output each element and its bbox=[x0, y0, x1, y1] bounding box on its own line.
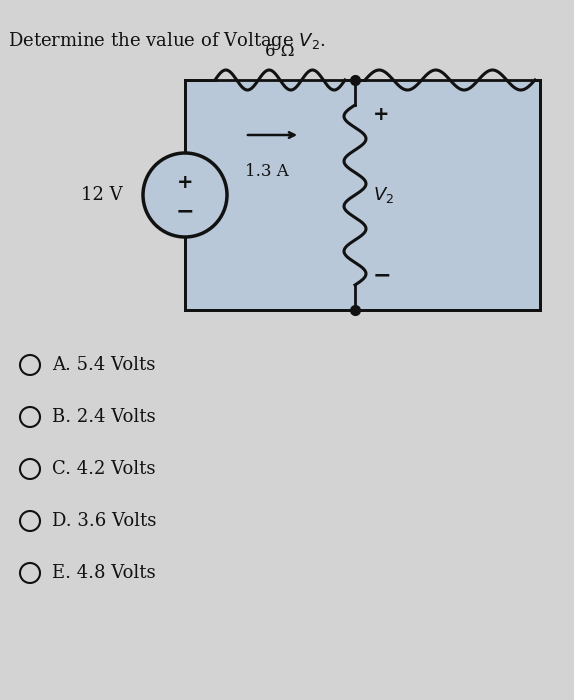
Circle shape bbox=[143, 153, 227, 237]
Bar bbox=[185, 80, 540, 310]
Text: −: − bbox=[373, 265, 391, 285]
Text: $V_2$: $V_2$ bbox=[373, 185, 394, 205]
Text: A. 5.4 Volts: A. 5.4 Volts bbox=[52, 356, 156, 374]
Text: D. 3.6 Volts: D. 3.6 Volts bbox=[52, 512, 156, 530]
Text: 6 Ω: 6 Ω bbox=[265, 43, 295, 60]
Text: −: − bbox=[176, 201, 195, 221]
Text: Determine the value of Voltage $V_2$.: Determine the value of Voltage $V_2$. bbox=[8, 30, 326, 52]
Text: B. 2.4 Volts: B. 2.4 Volts bbox=[52, 408, 156, 426]
Text: E. 4.8 Volts: E. 4.8 Volts bbox=[52, 564, 156, 582]
Text: +: + bbox=[373, 106, 390, 125]
Text: 1.3 A: 1.3 A bbox=[245, 163, 289, 180]
Text: 12 V: 12 V bbox=[82, 186, 123, 204]
Text: C. 4.2 Volts: C. 4.2 Volts bbox=[52, 460, 156, 478]
Text: +: + bbox=[177, 172, 193, 192]
